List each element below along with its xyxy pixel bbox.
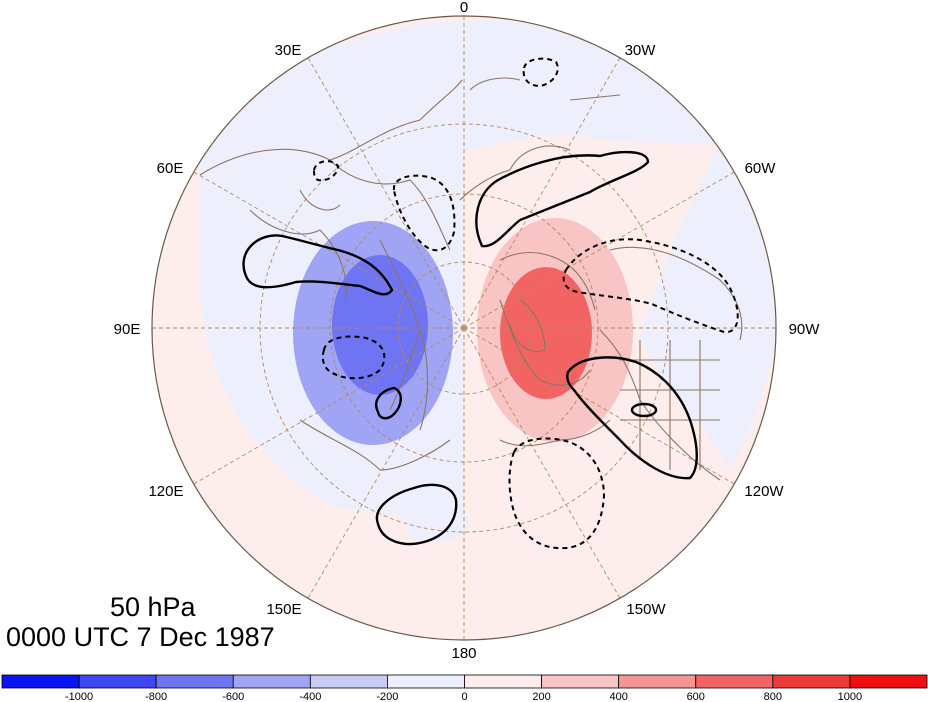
colorbar-tick-label: -800 [145, 691, 167, 702]
negative-contour-scandinavia [392, 174, 456, 252]
valid-time-label: 0000 UTC 7 Dec 1987 [6, 622, 275, 652]
negative-region-fill-east [640, 140, 776, 470]
contour-lines [242, 150, 698, 546]
colorbar-swatch [464, 674, 542, 689]
latitude-circle [259, 123, 669, 533]
positive-level-2 [500, 267, 592, 399]
colorbar-tick-label: 400 [609, 691, 627, 702]
colorbar-tick-label: 1000 [838, 691, 862, 702]
meridian-line [463, 57, 621, 329]
positive-contour-atlantic [475, 150, 650, 248]
positive-contour-pacific [375, 483, 458, 546]
lon-label-60w: 60W [745, 160, 777, 177]
meridian-line [307, 327, 465, 599]
meridian-line [193, 327, 465, 485]
colorbar-swatch [309, 674, 388, 689]
lon-label-90w: 90W [789, 321, 821, 338]
negative-contour-lines [312, 57, 739, 550]
colorbar-swatch [387, 674, 465, 689]
lon-label-150w: 150W [626, 601, 666, 618]
colorbar-swatch [695, 674, 774, 689]
latitude-circle [329, 193, 599, 463]
lon-label-180: 180 [451, 645, 476, 662]
colorbar-swatch [618, 674, 697, 689]
colorbar-swatch [1, 674, 80, 689]
colorbar-tick-label: -200 [376, 691, 398, 702]
colorbar-tick-label: 0 [461, 691, 467, 702]
lon-label-120w: 120W [744, 483, 784, 500]
colorbar-swatch [541, 674, 620, 689]
colorbar-swatch [849, 674, 928, 689]
meridian-line [193, 171, 465, 329]
negative-level-2 [332, 255, 428, 395]
pressure-level-label: 50 hPa [110, 592, 196, 622]
lon-label-30w: 30W [625, 42, 657, 59]
negative-contour-canada [562, 238, 739, 334]
lon-label-90e: 90E [114, 321, 141, 338]
longitude-labels: 0 30W 60W 90W 120W 150W 180 150E 120E 90… [114, 0, 821, 662]
colorbar-tick-label: -1000 [65, 691, 93, 702]
coastlines [199, 77, 743, 481]
lon-label-120e: 120E [148, 483, 183, 500]
colorbar-tick-label: 200 [532, 691, 550, 702]
colorbar-tick-label: -600 [222, 691, 244, 702]
latitude-circle [397, 261, 531, 395]
colorbar-swatch [232, 674, 311, 689]
lon-label-60e: 60E [157, 160, 184, 177]
positive-contour-siberia [242, 234, 394, 296]
meridian-line [307, 57, 465, 329]
colorbar-swatch [772, 674, 851, 689]
shaded-field [200, 19, 776, 542]
lon-label-150e: 150E [266, 601, 301, 618]
positive-contour-small [375, 386, 402, 420]
colorbar: -1000 -800 -600 -400 -200 0 200 400 600 800 1000 [1, 674, 928, 702]
negative-contour-pacific [508, 437, 606, 550]
lon-label-30e: 30E [275, 42, 302, 59]
meridian-line [463, 327, 621, 599]
negative-contour-greenland [522, 57, 559, 88]
colorbar-tick-label: -400 [299, 691, 321, 702]
positive-contour-america [566, 356, 698, 480]
meridian-line [463, 171, 735, 329]
lon-label-0: 0 [460, 0, 468, 16]
graticule [152, 16, 776, 640]
meridian-line [463, 327, 735, 485]
colorbar-tick-label: 800 [764, 691, 782, 702]
negative-contour-siberia-small [321, 335, 386, 380]
colorbar-swatch [78, 674, 157, 689]
map-border [151, 15, 777, 641]
colorbar-swatch [155, 674, 234, 689]
colorbar-tick-label: 600 [687, 691, 705, 702]
positive-contour-tiny [630, 402, 658, 418]
